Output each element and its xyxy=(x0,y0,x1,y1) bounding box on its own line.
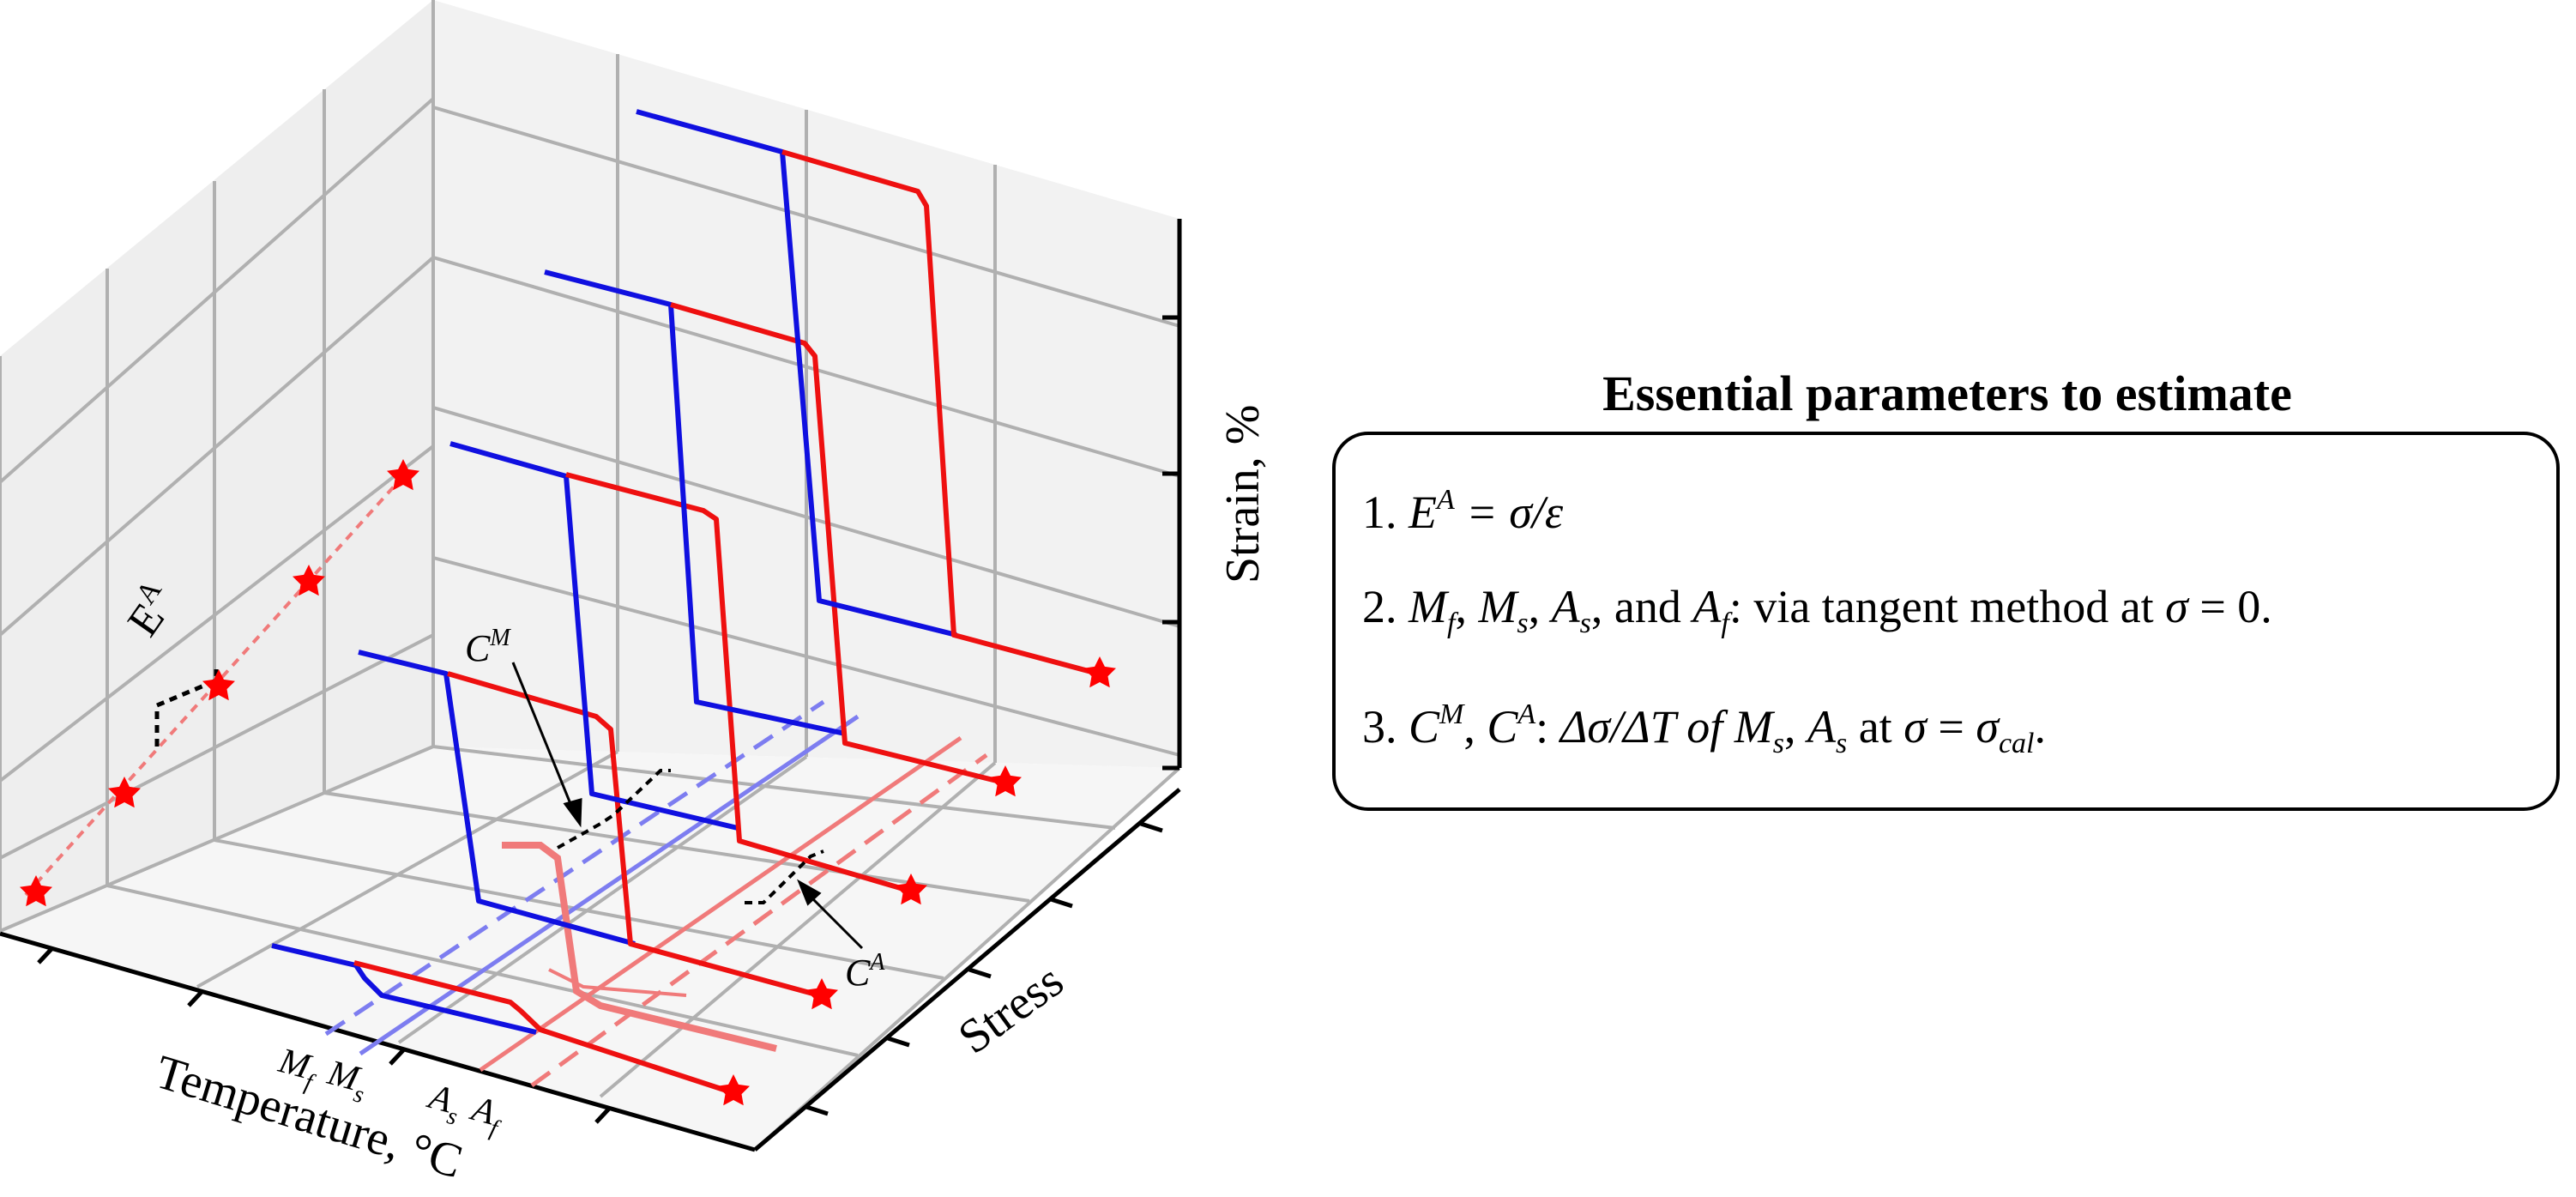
curve-end-star xyxy=(717,1074,750,1106)
heating-curve-2 xyxy=(447,671,820,998)
ca-arrow-head xyxy=(797,879,822,906)
cm-arrow-head xyxy=(563,798,582,828)
modulus-star xyxy=(20,875,52,907)
panel-item-2: 2. Mf, Ms, As, and Af: via tangent metho… xyxy=(1362,581,2272,639)
curves xyxy=(271,109,1099,1094)
af-label: Af xyxy=(463,1088,509,1142)
panel-item-3: 3. CM, CA: Δσ/ΔT of Ms, As at σ = σcal. xyxy=(1362,698,2046,759)
modulus-star xyxy=(293,565,325,596)
cooling-curve-5 xyxy=(636,109,957,638)
cooling-curve-2 xyxy=(358,650,636,946)
curve-end-star xyxy=(805,978,838,1010)
ca-label: CA xyxy=(845,949,885,994)
cooling-curve-4 xyxy=(544,269,846,736)
cooling-curve-3 xyxy=(449,441,739,831)
curve-end-star xyxy=(989,765,1022,797)
panel-title: Essential parameters to estimate xyxy=(1602,366,2292,421)
panel-box xyxy=(1332,432,2560,811)
modulus-star xyxy=(108,777,141,808)
heating-curve-1 xyxy=(353,960,730,1094)
heating-curve-4 xyxy=(670,302,1004,785)
as-label: As xyxy=(420,1076,466,1130)
cooling-curve-1 xyxy=(271,943,537,1035)
stress-axis-line xyxy=(753,788,1181,1152)
zero-stress-strain-line xyxy=(548,968,687,997)
af-tangent-line xyxy=(530,753,988,1088)
stars xyxy=(20,459,1116,1106)
cm-slope-indicator xyxy=(557,769,671,849)
modulus-star xyxy=(202,669,235,701)
as-tangent-line xyxy=(479,735,962,1073)
slope-indicators xyxy=(557,769,824,904)
parameters-panel: Essential parameters to estimate 1. EA =… xyxy=(1332,366,2560,811)
tangent-lines xyxy=(324,699,988,1088)
floor-pane xyxy=(0,747,1179,1150)
heating-curve-5 xyxy=(781,149,1099,676)
curve-end-star xyxy=(895,874,927,905)
ms-tangent-line xyxy=(359,714,860,1056)
curve-end-star xyxy=(1083,656,1116,688)
cm-label: CM xyxy=(465,625,511,669)
heating-curve-3 xyxy=(565,472,910,893)
strain-axis-label: Strain, % xyxy=(1216,405,1270,583)
panel-item-1: 1. EA = σ/ε xyxy=(1362,484,1564,538)
annotation-arrows xyxy=(511,662,864,950)
modulus-star xyxy=(387,459,419,491)
mf-tangent-line xyxy=(324,699,825,1037)
